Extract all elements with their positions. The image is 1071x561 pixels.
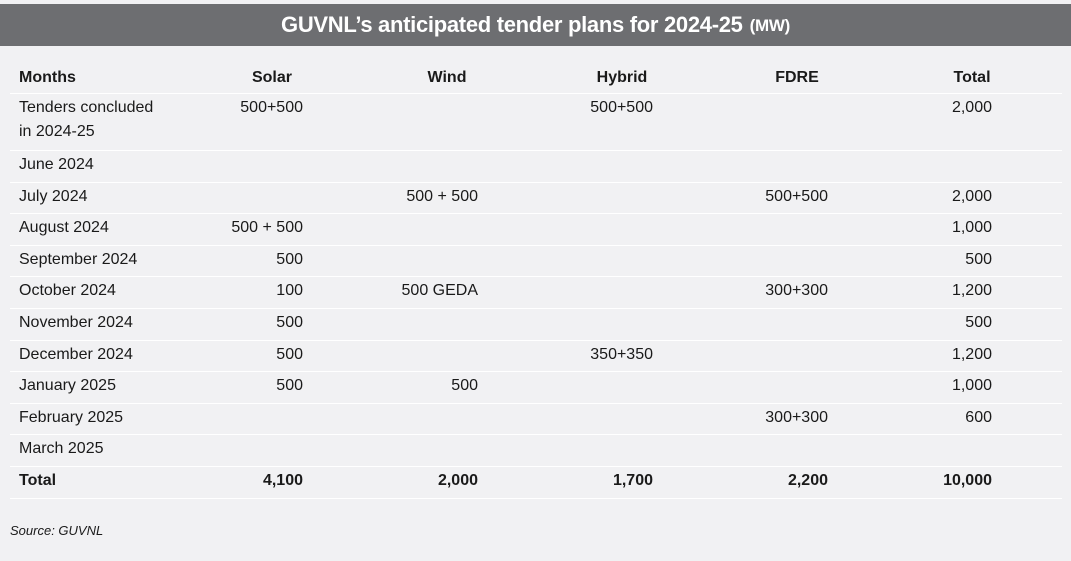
table-title-bar: GUVNL’s anticipated tender plans for 202… — [0, 4, 1071, 46]
cell-total: 600 — [965, 408, 992, 426]
cell-solar: 500 + 500 — [231, 219, 303, 237]
cell-month: February 2025 — [19, 408, 124, 426]
cell-hybrid: 350+350 — [590, 345, 653, 363]
cell-month: September 2024 — [19, 250, 138, 268]
table-title-unit: (MW) — [749, 16, 791, 35]
table-row: November 2024 500 500 — [10, 309, 1062, 341]
cell-fdre: 2,200 — [787, 471, 828, 489]
cell-month: August 2024 — [19, 219, 109, 237]
table-row: January 2025 500 500 1,000 — [10, 372, 1062, 404]
header-total: Total — [953, 69, 991, 86]
cell-wind: 2,000 — [437, 471, 478, 489]
cell-wind: 500 GEDA — [401, 282, 478, 300]
table-row: August 2024 500 + 500 1,000 — [10, 214, 1062, 246]
cell-month: November 2024 — [19, 313, 133, 331]
cell-month: December 2024 — [19, 345, 133, 363]
cell-solar: 500 — [276, 377, 303, 395]
cell-month: June 2024 — [19, 156, 94, 173]
table-title: GUVNL’s anticipated tender plans for 202… — [281, 12, 743, 37]
header-months: Months — [19, 69, 76, 86]
table-row: September 2024 500 500 — [10, 246, 1062, 278]
cell-month: Total — [19, 471, 57, 489]
cell-total: 10,000 — [943, 471, 992, 489]
header-solar: Solar — [251, 69, 292, 86]
table-row: Tenders concluded in 2024-25 500+500 500+5… — [10, 94, 1062, 151]
cell-wind: 500 + 500 — [406, 187, 478, 205]
cell-total: 1,200 — [951, 345, 992, 363]
cell-month: January 2025 — [19, 377, 116, 395]
cell-fdre: 300+300 — [765, 408, 828, 426]
cell-solar: 500 — [276, 313, 303, 331]
header-hybrid: Hybrid — [596, 69, 648, 86]
cell-month: October 2024 — [19, 282, 116, 300]
cell-total: 1,000 — [951, 219, 992, 237]
cell-month: July 2024 — [19, 187, 88, 205]
table-row: March 2025 — [10, 435, 1062, 467]
cell-solar: 500+500 — [240, 99, 303, 116]
cell-hybrid: 1,700 — [612, 471, 653, 489]
cell-total: 500 — [965, 250, 992, 268]
header-wind: Wind — [427, 69, 467, 86]
cell-month: March 2025 — [19, 440, 104, 458]
cell-total: 1,000 — [951, 377, 992, 395]
cell-solar: 100 — [276, 282, 303, 300]
cell-total: 1,200 — [951, 282, 992, 300]
table-row: December 2024 500 350+350 1,200 — [10, 341, 1062, 373]
header-fdre: FDRE — [775, 69, 819, 86]
source-note: Source: GUVNL — [10, 523, 104, 538]
table-row: June 2024 — [10, 151, 1062, 183]
table-row: February 2025 300+300 600 — [10, 404, 1062, 436]
cell-wind: 500 — [451, 377, 478, 395]
tender-plans-table-container: Months Solar Wind Hybrid FDRE Total Tenders co… — [10, 62, 1062, 499]
tender-plans-grid: Months Solar Wind Hybrid FDRE Total Tenders co… — [10, 62, 1062, 499]
table-row: October 2024 100 500 GEDA 300+300 1,200 — [10, 277, 1062, 309]
cell-solar: 500 — [276, 250, 303, 268]
cell-solar: 4,100 — [262, 471, 303, 489]
cell-month: Tenders concluded in 2024-25 — [19, 99, 154, 140]
cell-fdre: 300+300 — [765, 282, 828, 300]
cell-fdre: 500+500 — [765, 187, 828, 205]
table-total-row: Total 4,100 2,000 1,700 2,200 10,000 — [10, 467, 1062, 499]
cell-hybrid: 500+500 — [590, 99, 653, 116]
cell-total: 2,000 — [951, 187, 992, 205]
table-header-row: Months Solar Wind Hybrid FDRE Total — [10, 62, 1062, 94]
table-row: July 2024 500 + 500 500+500 2,000 — [10, 183, 1062, 215]
cell-solar: 500 — [276, 345, 303, 363]
cell-total: 2,000 — [951, 99, 992, 116]
cell-total: 500 — [965, 313, 992, 331]
